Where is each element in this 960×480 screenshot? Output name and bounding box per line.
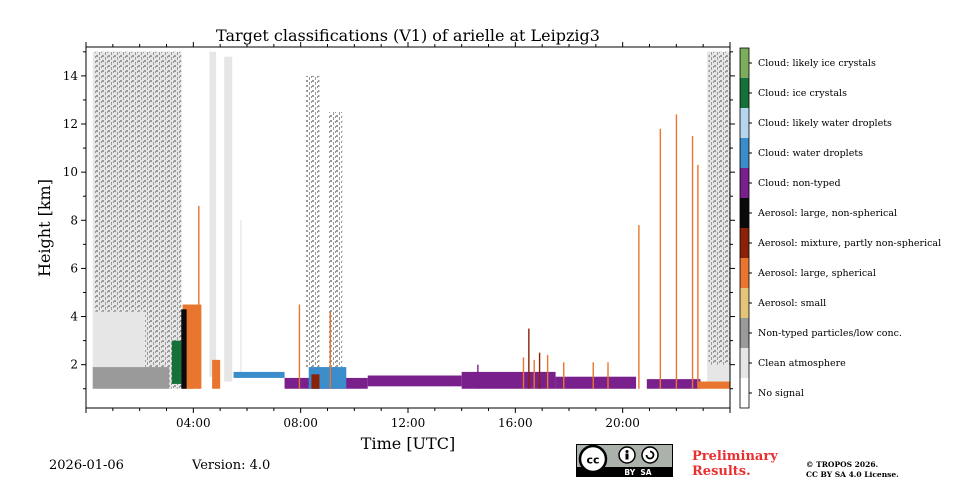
class-region-24 (697, 381, 730, 389)
class-spike-16 (697, 164, 699, 389)
class-spike-4 (522, 357, 525, 389)
class-region-7 (328, 111, 343, 377)
class-region-3 (209, 51, 217, 377)
y-tick-label: 8 (70, 213, 78, 227)
y-tick-label: 2 (70, 358, 78, 372)
colorbar-swatch (740, 78, 749, 108)
share-alike-icon (641, 446, 659, 464)
class-region-15 (189, 311, 195, 389)
class-spike-11 (607, 362, 609, 389)
preliminary-results-note: Preliminary Results. (692, 449, 778, 479)
colorbar-legend: Cloud: likely ice crystals Cloud: ice cry… (739, 47, 941, 409)
colorbar-swatch (740, 318, 749, 348)
class-spike-9 (563, 362, 565, 389)
y-axis: 2 4 6 8 10 12 14 (63, 51, 735, 390)
cc-icon (578, 444, 608, 474)
colorbar-label: Aerosol: small (757, 298, 826, 309)
colorbar-swatch (740, 168, 749, 198)
colorbar-swatch (740, 228, 749, 258)
class-spike-10 (592, 362, 594, 389)
class-region-9 (708, 51, 730, 365)
colorbar-swatch (740, 108, 749, 138)
class-spike-8 (546, 355, 549, 389)
date-label: 2026-01-06 (49, 458, 124, 473)
colorbar-label: Non-typed particles/low conc. (758, 328, 902, 339)
colorbar-label: Cloud: likely ice crystals (758, 58, 876, 69)
colorbar-label: No signal (758, 388, 804, 399)
colorbar-swatch (740, 288, 749, 318)
class-spike-3 (477, 364, 479, 389)
class-region-18 (367, 375, 462, 387)
version-label: Version: 4.0 (192, 458, 271, 473)
colorbar-label: Cloud: likely water droplets (758, 118, 892, 129)
class-spike-6 (533, 359, 535, 389)
colorbar-label: Aerosol: mixture, partly non-spherical (757, 238, 941, 249)
class-spike-15 (691, 136, 694, 389)
class-region-13 (181, 309, 187, 389)
colorbar-label: Cloud: non-typed (758, 178, 841, 189)
y-tick-label: 14 (63, 69, 79, 83)
y-tick-label: 6 (70, 261, 78, 275)
cc-license-badge: cc BY SA (576, 444, 673, 477)
class-spike-12 (638, 225, 640, 389)
y-tick-label: 12 (63, 117, 78, 131)
class-region-12 (171, 340, 182, 384)
copyright-notice: © TROPOS 2026. CC BY SA 4.0 License. (806, 460, 899, 479)
x-tick-label: 08:00 (283, 416, 318, 430)
colorbar-label: Cloud: ice crystals (758, 88, 847, 99)
x-tick-label: 20:00 (605, 416, 640, 430)
class-region-1 (94, 51, 182, 312)
y-tick-label: 4 (70, 310, 78, 324)
y-tick-label: 10 (63, 165, 78, 179)
colorbar-label: Aerosol: large, spherical (757, 268, 876, 279)
x-tick-label: 04:00 (176, 416, 211, 430)
colorbar-swatch (740, 198, 749, 228)
class-spike-2 (329, 311, 331, 389)
badge-text: BY SA (624, 468, 651, 477)
class-region-16 (233, 371, 285, 378)
colorbar-frame (739, 47, 750, 409)
colorbar-swatch (740, 138, 749, 168)
class-region-19 (461, 371, 556, 389)
colorbar-swatch (740, 348, 749, 378)
class-spike-7 (538, 352, 541, 389)
x-tick-label: 16:00 (498, 416, 533, 430)
chart-title: Target classifications (V1) of arielle a… (216, 26, 600, 45)
colorbar-swatch (740, 378, 749, 408)
svg-text:cc: cc (586, 454, 599, 467)
class-region-21 (646, 379, 701, 389)
class-region-23 (311, 374, 320, 389)
class-spike-5 (528, 328, 530, 389)
x-axis: 04:00 08:00 12:00 16:00 20:00 (85, 42, 731, 430)
class-spike-0 (198, 205, 200, 389)
class-region-5 (240, 220, 242, 377)
plot-area (92, 51, 730, 389)
colorbar-label: Clean atmosphere (758, 358, 846, 369)
x-axis-label: Time [UTC] (361, 434, 455, 453)
class-region-14 (212, 359, 221, 389)
class-spike-1 (298, 304, 301, 389)
colorbar-swatch (740, 48, 749, 78)
y-axis-label: Height [km] (35, 179, 54, 277)
colorbar-label: Aerosol: large, non-spherical (757, 208, 897, 219)
x-tick-label: 12:00 (391, 416, 426, 430)
class-region-4 (224, 56, 233, 382)
class-region-6 (306, 75, 320, 370)
class-spike-13 (659, 128, 662, 389)
colorbar-swatch (740, 258, 749, 288)
class-region-20 (555, 376, 637, 389)
colorbar-label: Cloud: water droplets (758, 148, 863, 159)
class-spike-14 (675, 114, 678, 389)
